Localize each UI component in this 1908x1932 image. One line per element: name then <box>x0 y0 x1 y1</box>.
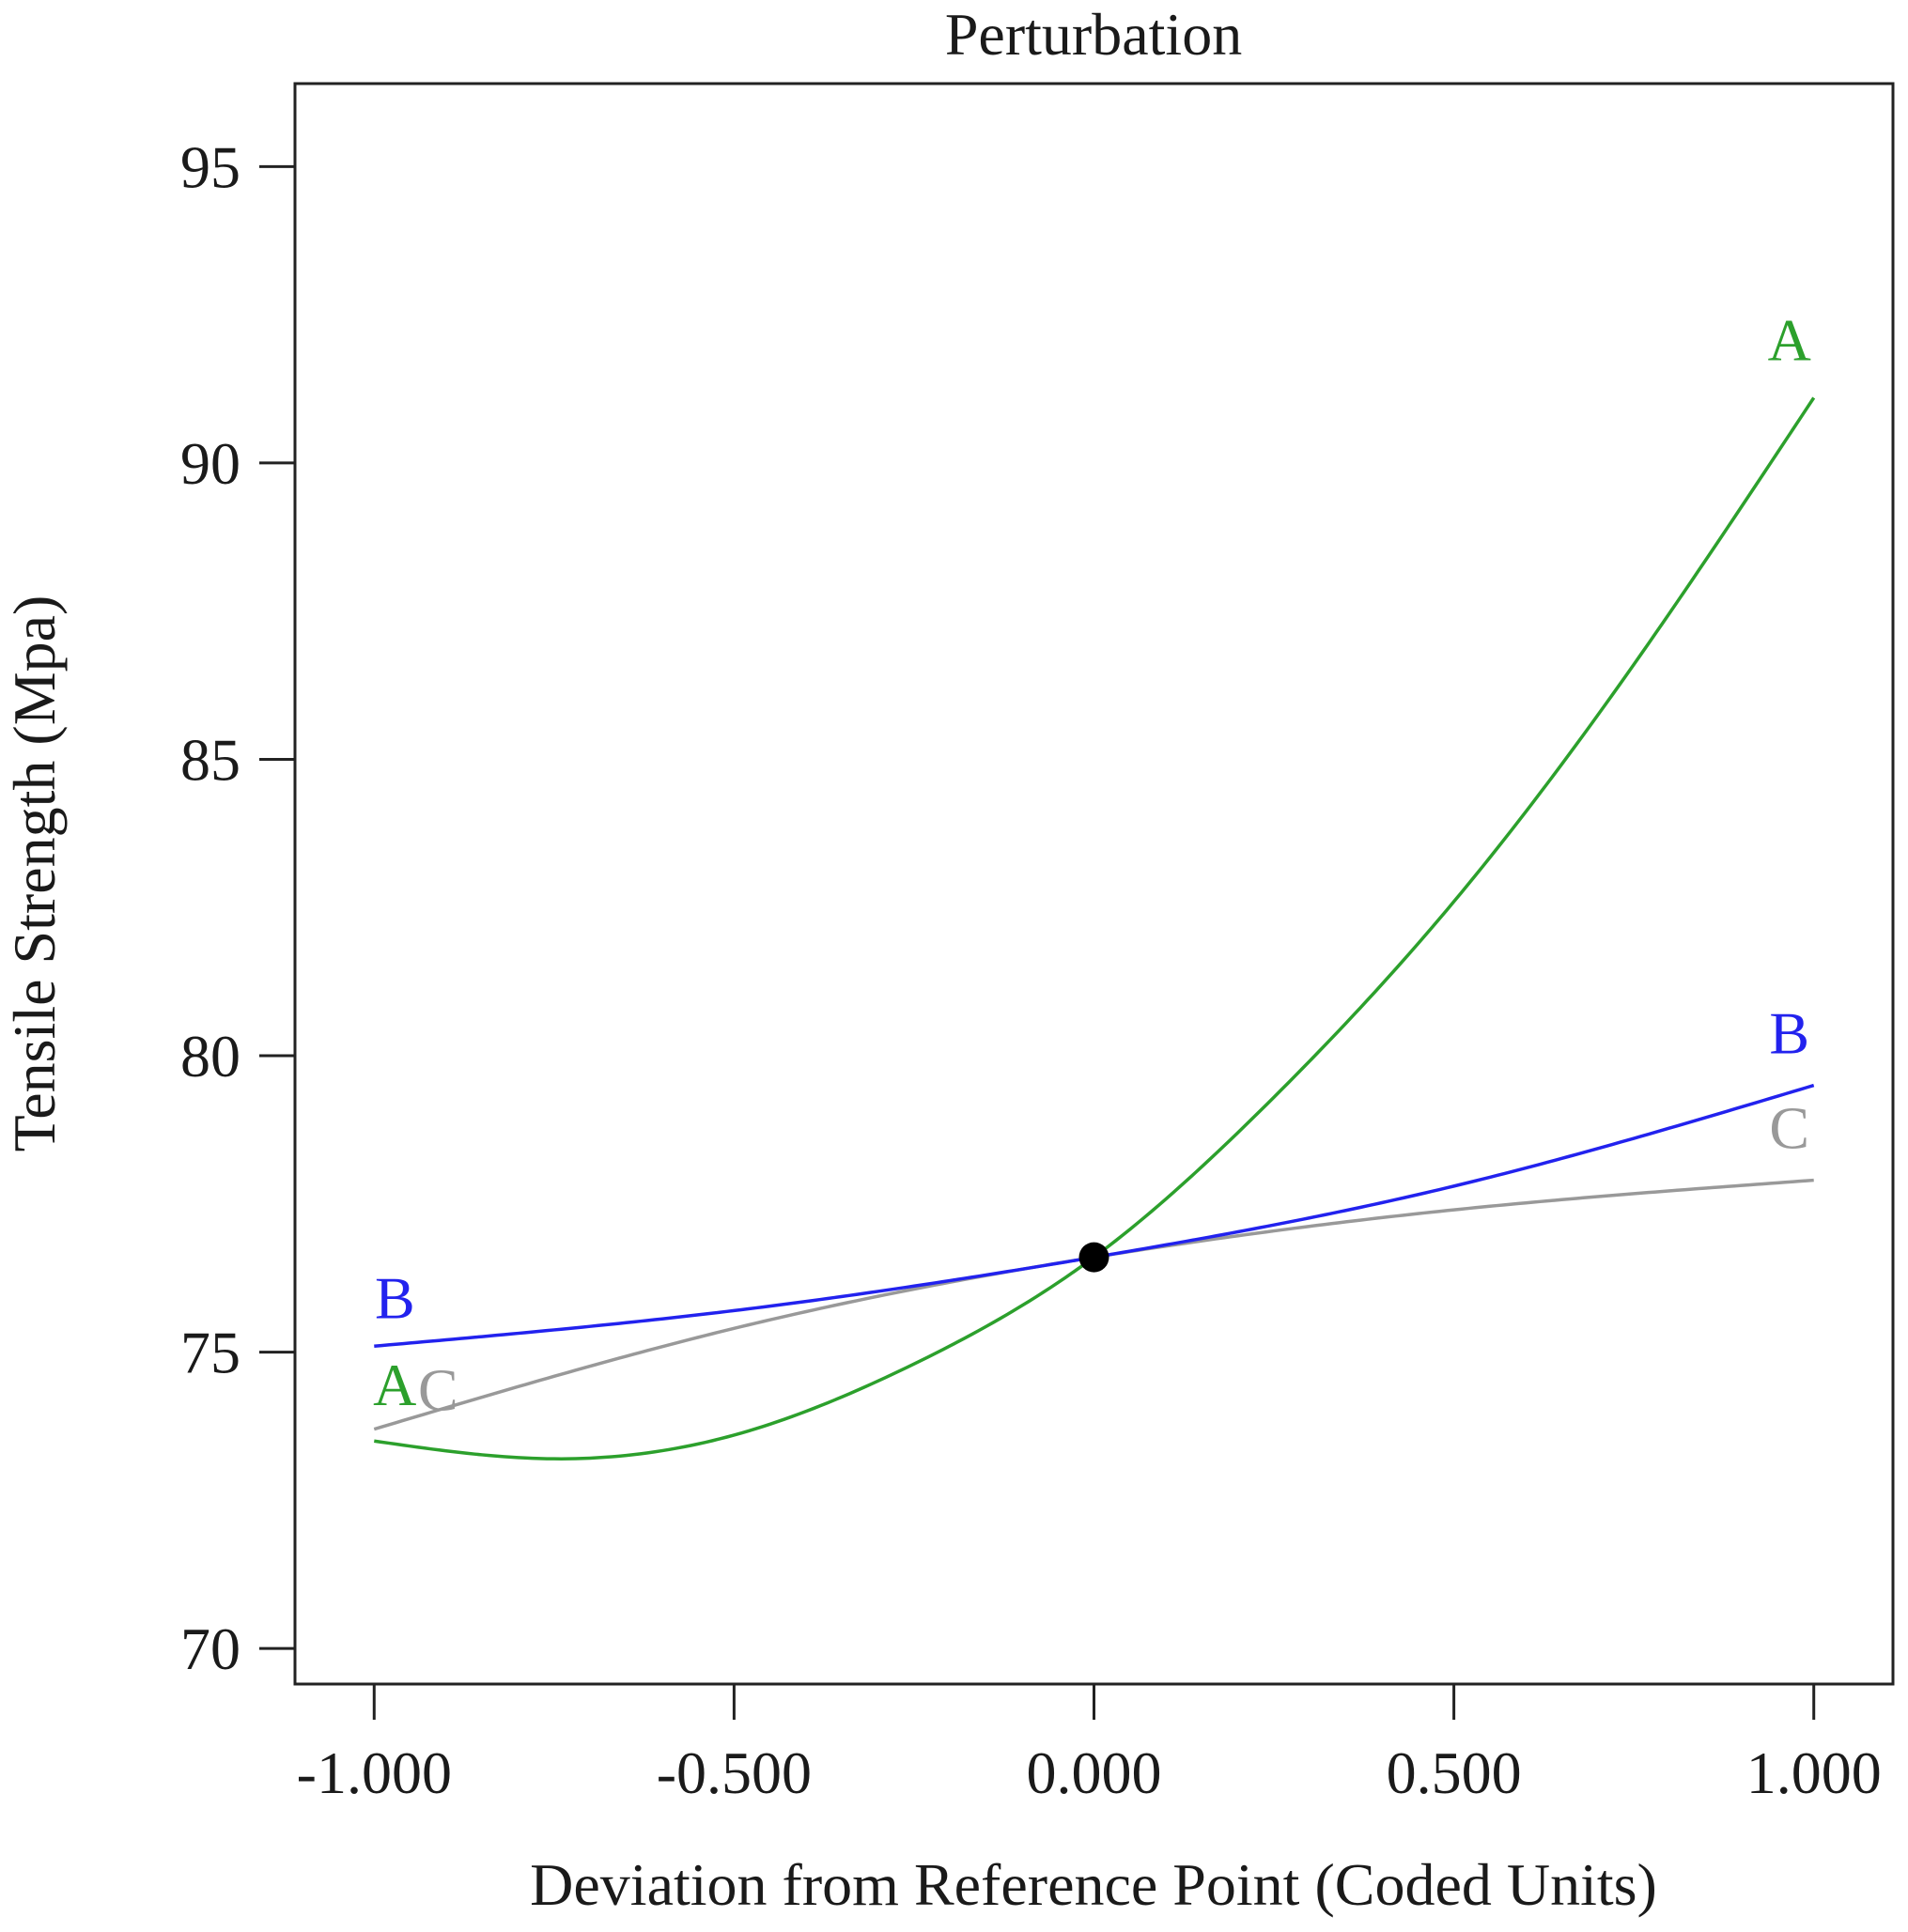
x-tick-label-4: 1.000 <box>1746 1739 1882 1806</box>
y-tick-label-75: 75 <box>180 1320 240 1386</box>
series-line-A <box>374 396 1816 1461</box>
x-tick-label-1: -0.500 <box>657 1739 812 1806</box>
series-label-C-right: C <box>1769 1095 1809 1162</box>
series-label-B-right: B <box>1769 1000 1809 1067</box>
chart-title: Perturbation <box>945 1 1242 68</box>
y-axis-title: Tensile Strength (Mpa) <box>1 595 68 1152</box>
series-line-C <box>373 1178 1814 1431</box>
series-label-B-left: B <box>375 1264 415 1331</box>
y-tick-label-95: 95 <box>180 133 240 200</box>
y-tick-label-70: 70 <box>180 1615 240 1682</box>
series-label-A-left: A <box>373 1352 416 1418</box>
y-tick-label-90: 90 <box>180 430 240 497</box>
series-label-A-right: A <box>1768 306 1811 373</box>
series-line-B <box>374 1083 1815 1349</box>
x-tick-label-3: 0.500 <box>1387 1739 1522 1806</box>
series-label-C-left: C <box>418 1357 458 1424</box>
plot-area: 70 75 80 85 90 95 -1.000 -0.500 0.000 0.500 1.000 A… <box>180 82 1895 1806</box>
x-tick-label-0: -1.000 <box>297 1739 452 1806</box>
x-axis-title: Deviation from Reference Point (Coded Un… <box>530 1851 1657 1918</box>
y-tick-label-85: 85 <box>180 726 240 793</box>
x-tick-label-2: 0.000 <box>1027 1739 1162 1806</box>
reference-point <box>1078 1242 1109 1273</box>
y-tick-label-80: 80 <box>180 1023 240 1090</box>
plot-frame <box>293 82 1895 1686</box>
